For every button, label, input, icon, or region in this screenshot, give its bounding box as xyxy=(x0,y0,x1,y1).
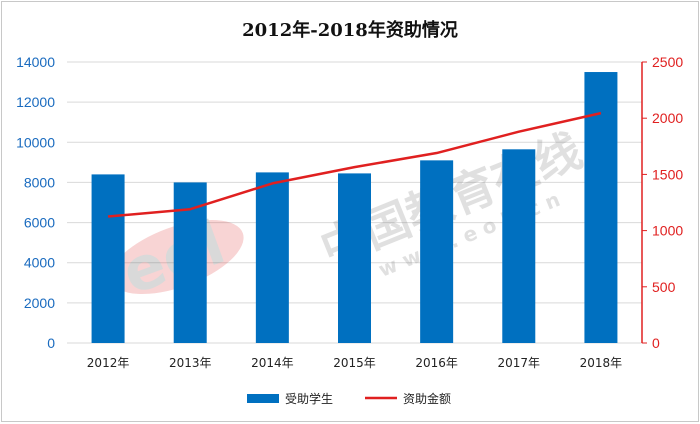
x-tick-label: 2013年 xyxy=(169,356,212,370)
y-right-tick-label: 1000 xyxy=(652,223,683,239)
x-tick-label: 2012年 xyxy=(87,356,130,370)
x-tick-label: 2017年 xyxy=(498,356,541,370)
y-left-tick-label: 14000 xyxy=(16,54,55,70)
y-right-tick-label: 2000 xyxy=(652,110,683,126)
bar xyxy=(92,174,125,343)
legend-label-line: 资助金额 xyxy=(403,391,451,406)
bar xyxy=(502,149,535,343)
legend-swatch-bar xyxy=(247,394,279,403)
y-left-tick-label: 8000 xyxy=(24,174,55,190)
x-tick-label: 2015年 xyxy=(333,356,376,370)
y-right-tick-label: 1500 xyxy=(652,166,683,182)
legend-label-bar: 受助学生 xyxy=(285,391,333,406)
x-tick-label: 2016年 xyxy=(415,356,458,370)
bar xyxy=(256,172,289,343)
y-right-tick-label: 0 xyxy=(652,335,660,351)
x-tick-label: 2014年 xyxy=(251,356,294,370)
legend: 受助学生 资助金额 xyxy=(247,391,451,406)
y-right-tick-label: 2500 xyxy=(652,54,683,70)
y-left-tick-label: 0 xyxy=(47,335,55,351)
bar xyxy=(338,173,371,343)
y-left-tick-label: 12000 xyxy=(16,94,55,110)
bar xyxy=(420,160,453,343)
y-left-tick-label: 10000 xyxy=(16,134,55,150)
y-left-tick-label: 6000 xyxy=(24,215,55,231)
y-left-tick-label: 4000 xyxy=(24,255,55,271)
bar xyxy=(584,72,617,343)
y-right-tick-label: 500 xyxy=(652,279,676,295)
x-tick-label: 2018年 xyxy=(580,356,623,370)
y-left-tick-label: 2000 xyxy=(24,295,55,311)
